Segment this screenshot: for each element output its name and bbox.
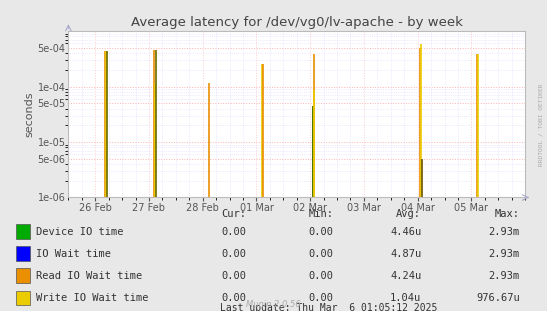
Text: 1.04u: 1.04u [390,293,421,303]
Text: 976.67u: 976.67u [476,293,520,303]
Bar [16,224,30,239]
Text: Max:: Max: [494,209,520,220]
Title: Average latency for /dev/vg0/lv-apache - by week: Average latency for /dev/vg0/lv-apache -… [131,16,463,29]
Bar [16,246,30,261]
Text: 0.00: 0.00 [221,248,246,258]
Bar [16,290,30,305]
Text: Read IO Wait time: Read IO Wait time [36,271,142,281]
Text: 0.00: 0.00 [221,293,246,303]
Text: Write IO Wait time: Write IO Wait time [36,293,148,303]
Text: 2.93m: 2.93m [488,271,520,281]
Text: Avg:: Avg: [396,209,421,220]
Text: 0.00: 0.00 [309,248,334,258]
Text: 4.24u: 4.24u [390,271,421,281]
Text: Device IO time: Device IO time [36,226,123,236]
Y-axis label: seconds: seconds [25,91,34,137]
Text: 0.00: 0.00 [309,226,334,236]
Text: Cur:: Cur: [221,209,246,220]
Text: 4.46u: 4.46u [390,226,421,236]
Text: 0.00: 0.00 [221,271,246,281]
Text: 0.00: 0.00 [309,293,334,303]
Text: Munin 2.0.56: Munin 2.0.56 [246,300,301,309]
Text: 0.00: 0.00 [221,226,246,236]
Text: 2.93m: 2.93m [488,248,520,258]
Text: RRDTOOL / TOBI OETIKER: RRDTOOL / TOBI OETIKER [538,83,543,166]
Text: 0.00: 0.00 [309,271,334,281]
Text: Min:: Min: [309,209,334,220]
Text: IO Wait time: IO Wait time [36,248,110,258]
Text: 2.93m: 2.93m [488,226,520,236]
Text: 4.87u: 4.87u [390,248,421,258]
Text: Last update: Thu Mar  6 01:05:12 2025: Last update: Thu Mar 6 01:05:12 2025 [219,303,437,311]
Bar [16,268,30,283]
